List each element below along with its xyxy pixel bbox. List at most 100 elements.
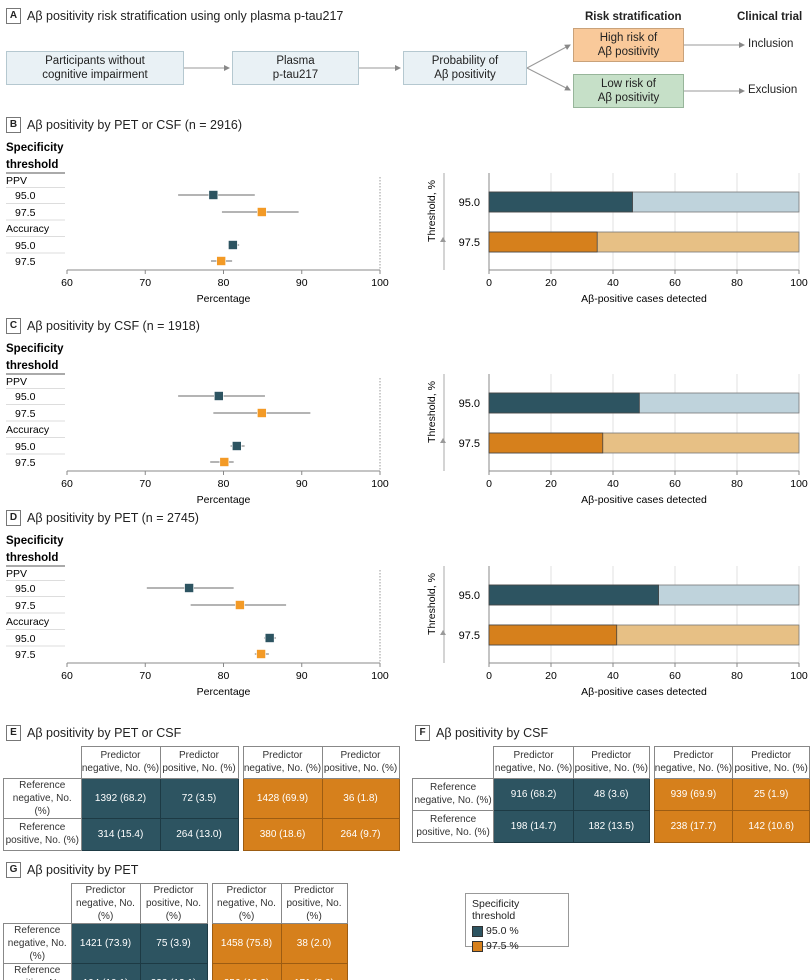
point-estimate	[214, 391, 224, 401]
header-line: Reference	[430, 782, 477, 793]
x-tick-label: 80	[218, 670, 230, 682]
table-gap	[207, 963, 212, 980]
header-line: Reference	[19, 779, 66, 791]
row-label: 97.5	[15, 600, 36, 612]
point-estimate	[257, 207, 267, 217]
x-tick-label: 0	[486, 277, 492, 289]
column-header: Predictor negative, No. (%)	[211, 883, 282, 924]
header-line: Reference	[19, 822, 66, 833]
arrow	[526, 44, 571, 69]
panel-a-title: A Aβ positivity risk stratification usin…	[6, 8, 343, 24]
bar-chart: 0 20 40 60 80 100 Threshold, % 95.0 97.5 Aβ-posit…	[426, 374, 808, 506]
x-axis-label: Percentage	[197, 293, 251, 305]
x-tick-label: 80	[731, 478, 743, 490]
group-label-accuracy: Accuracy	[6, 616, 50, 628]
point-estimate	[216, 256, 226, 266]
panel-label: B	[6, 117, 21, 133]
column-header: Predictor positive, No. (%)	[732, 746, 810, 779]
table-header-row: Predictor negative, No. (%) Predictor posit…	[413, 746, 810, 779]
cell-95: 1421 (73.9)	[70, 923, 141, 964]
forest-header: threshold	[6, 159, 58, 171]
row-header: Reference positive, No. (%)	[411, 809, 495, 843]
header-line: Predictor	[751, 750, 792, 762]
panel-c-title: C Aβ positivity by CSF (n = 1918)	[6, 318, 200, 334]
table-corner	[4, 747, 82, 779]
cell-95: 233 (12.1)	[139, 963, 208, 980]
panel-label: G	[6, 862, 21, 878]
forest-header: Specificity	[6, 142, 64, 154]
panel-label: C	[6, 318, 21, 334]
x-tick-label: 100	[371, 478, 389, 490]
row-label: 95.0	[15, 441, 36, 453]
bar-chart: 0 20 40 60 80 100 Threshold, % 95.0 97.5 Aβ-posit…	[426, 173, 808, 305]
x-tick-label: 60	[669, 277, 681, 289]
panel-label: D	[6, 510, 21, 526]
high-risk-box: High risk of Aβ positivity	[573, 28, 684, 62]
cell-95: 48 (3.6)	[572, 777, 650, 811]
panel-label: A	[6, 8, 21, 24]
cell-97-5: 238 (17.7)	[653, 809, 734, 843]
group-label-ppv: PPV	[6, 568, 27, 580]
x-tick-label: 40	[607, 277, 619, 289]
x-tick-label: 70	[139, 277, 151, 289]
header-line: negative, No. (%)	[7, 938, 67, 962]
bar-detected	[488, 584, 659, 606]
row-label: 95.0	[15, 391, 36, 403]
forest-plot: Specificity threshold PPV Accuracy 95.0 97.5 9…	[6, 343, 389, 506]
cell-97-5: 939 (69.9)	[653, 777, 734, 811]
table-corner	[413, 747, 494, 779]
forest-plot: Specificity threshold PPV Accuracy 95.0 97.5 9…	[6, 142, 389, 305]
column-header: Predictor negative, No. (%)	[80, 746, 161, 779]
x-tick-label: 0	[486, 670, 492, 682]
table-gap	[649, 746, 655, 778]
cell-95: 314 (15.4)	[80, 817, 161, 851]
table-gap	[649, 810, 655, 842]
legend: Specificity threshold 95.0 % 97.5 %	[465, 893, 569, 952]
x-tick-label: 60	[669, 478, 681, 490]
forest-header: threshold	[6, 360, 58, 372]
panel-title-text: Aβ positivity by PET or CSF (n = 2916)	[27, 118, 243, 132]
x-tick-label: 100	[790, 478, 808, 490]
row-header: Reference positive, No. (%)	[3, 817, 82, 851]
cell-95: 916 (68.2)	[493, 777, 574, 811]
x-tick-label: 80	[218, 277, 230, 289]
panel-title-text: Aβ positivity risk stratification using …	[27, 9, 344, 23]
point-estimate	[184, 583, 194, 593]
panel-title-text: Aβ positivity by PET (n = 2745)	[27, 511, 199, 525]
bar-detected	[488, 624, 618, 646]
x-axis-label: Aβ-positive cases detected	[581, 494, 707, 506]
legend-title: Specificity threshold	[472, 898, 520, 922]
point-estimate	[228, 240, 238, 250]
header-line: positive, No. (%)	[162, 763, 236, 775]
column-header: Predictor negative, No. (%)	[70, 883, 141, 924]
x-tick-label: 20	[545, 478, 557, 490]
header-line: positive, No. (%)	[4, 977, 71, 980]
forest-header: Specificity	[6, 535, 64, 547]
category-label: 95.0	[459, 197, 480, 209]
x-axis-label: Aβ-positive cases detected	[581, 293, 707, 305]
header-line: positive, No. (%)	[734, 763, 808, 775]
group-label-ppv: PPV	[6, 175, 27, 187]
header-line: Predictor	[153, 885, 194, 896]
header-line: Predictor	[226, 885, 267, 896]
legend-swatch	[472, 925, 483, 937]
category-label: 95.0	[459, 398, 480, 410]
panel-label: E	[6, 725, 21, 741]
cell-97-5: 1428 (69.9)	[242, 777, 323, 819]
plasma-box: Plasma p-tau217	[232, 51, 359, 85]
point-estimate	[208, 190, 219, 200]
cell-97-5: 142 (10.6)	[732, 809, 810, 843]
x-tick-label: 60	[61, 478, 73, 490]
header-line: positive, No. (%)	[5, 835, 79, 846]
header-line: positive, No. (%)	[286, 898, 342, 922]
table-gap	[238, 746, 243, 778]
panel-e-title: E Aβ positivity by PET or CSF	[6, 725, 181, 741]
table-gap	[238, 818, 243, 850]
header-line: Predictor	[673, 750, 714, 762]
panel-title-text: Aβ positivity by PET	[27, 863, 139, 877]
exclusion-label: Exclusion	[748, 84, 798, 96]
x-tick-label: 80	[731, 670, 743, 682]
x-tick-label: 60	[61, 670, 73, 682]
header-line: negative, No. (%)	[76, 898, 135, 922]
